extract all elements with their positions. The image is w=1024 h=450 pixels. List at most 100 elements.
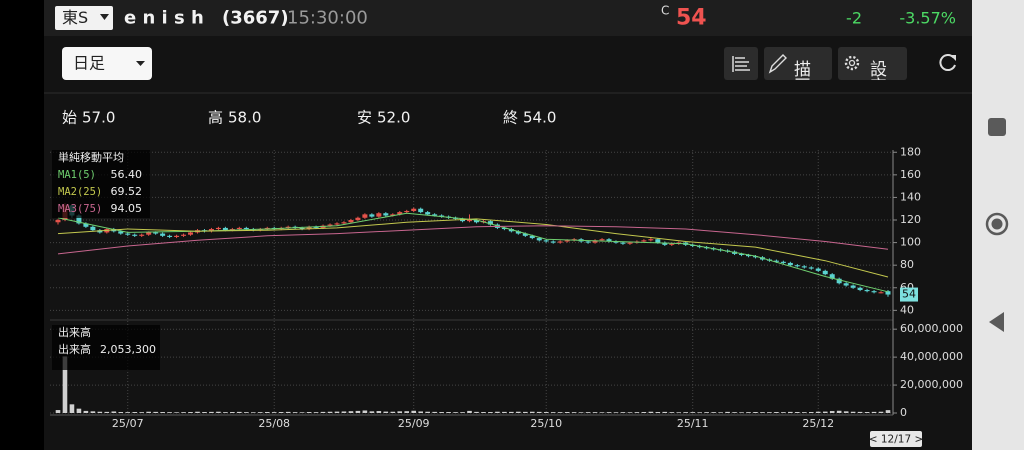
candle-body bbox=[794, 265, 800, 267]
candle-body bbox=[222, 227, 228, 231]
candle-body bbox=[627, 242, 633, 244]
volume-bar bbox=[327, 411, 333, 413]
candle-body bbox=[739, 253, 745, 256]
volume-bar bbox=[278, 412, 284, 413]
volume-bar bbox=[774, 412, 779, 413]
volume-bar bbox=[557, 412, 563, 413]
period-select[interactable] bbox=[62, 47, 152, 80]
candle-body bbox=[229, 229, 235, 231]
candle-body bbox=[208, 229, 214, 232]
candle-body bbox=[522, 233, 528, 236]
volume-bar bbox=[690, 412, 696, 413]
candle-body bbox=[648, 239, 654, 241]
candle-body bbox=[850, 285, 856, 288]
volume-bar bbox=[397, 411, 403, 413]
candle-body bbox=[376, 213, 382, 217]
candle-body bbox=[815, 268, 821, 271]
volume-bar bbox=[850, 411, 856, 413]
volume-bar bbox=[118, 412, 124, 413]
candle-body bbox=[243, 227, 249, 230]
candle-body bbox=[836, 278, 842, 284]
candle-body bbox=[801, 266, 807, 268]
home-button[interactable] bbox=[985, 212, 1009, 236]
recents-button[interactable] bbox=[988, 118, 1006, 136]
volume-bar bbox=[125, 412, 131, 413]
volume-bar bbox=[271, 412, 277, 413]
candle-body bbox=[557, 241, 563, 243]
candle-body bbox=[439, 215, 445, 217]
volume-bar bbox=[425, 411, 430, 413]
volume-bar bbox=[160, 412, 165, 413]
refresh-icon[interactable] bbox=[939, 54, 956, 71]
app-body bbox=[44, 0, 972, 450]
gear-icon-center bbox=[848, 59, 856, 67]
ma-legend-name: MA2(25) bbox=[58, 186, 102, 198]
list-button[interactable] bbox=[724, 47, 758, 80]
market-select[interactable] bbox=[55, 6, 113, 30]
volume-bar bbox=[655, 412, 661, 413]
candle-body bbox=[390, 214, 396, 216]
ohlc-value: 54.0 bbox=[523, 109, 556, 127]
candle-body bbox=[843, 283, 849, 286]
home-dot bbox=[991, 218, 1003, 230]
volume-bar bbox=[509, 411, 514, 413]
dropdown-arrow bbox=[136, 61, 145, 66]
volume-bar bbox=[257, 412, 263, 413]
candle-body bbox=[355, 217, 361, 221]
candle-body bbox=[132, 234, 138, 236]
candle-body bbox=[885, 291, 891, 295]
candle-body bbox=[348, 220, 354, 223]
candle-body bbox=[857, 287, 863, 291]
candle-body bbox=[669, 243, 675, 245]
stock-code: (3667) bbox=[222, 8, 289, 29]
volume-bar bbox=[285, 411, 291, 413]
volume-bar bbox=[383, 411, 389, 413]
candle-body bbox=[871, 291, 877, 293]
header-bar bbox=[44, 0, 972, 36]
candle-body bbox=[139, 234, 145, 236]
ohlc-value: 58.0 bbox=[228, 109, 261, 127]
volume-bar bbox=[725, 411, 730, 413]
volume-bar bbox=[836, 410, 842, 413]
back-button[interactable] bbox=[989, 312, 1004, 332]
candle-body bbox=[592, 240, 598, 243]
draw-button[interactable] bbox=[764, 47, 832, 80]
volume-bar bbox=[83, 410, 89, 413]
settings-button[interactable] bbox=[838, 47, 907, 80]
volume-bar bbox=[244, 412, 249, 413]
candle-body bbox=[620, 242, 626, 244]
volume-bar bbox=[299, 412, 305, 413]
x-tick-label: 25/12 bbox=[802, 417, 834, 430]
ohlc-label: 安 bbox=[357, 109, 372, 127]
volume-bar bbox=[355, 410, 361, 413]
candle-body bbox=[153, 232, 159, 234]
candle-body bbox=[432, 214, 438, 216]
volume-bar bbox=[808, 412, 814, 413]
volume-bar bbox=[550, 412, 556, 413]
candle-body bbox=[822, 270, 828, 275]
volume-bar bbox=[683, 412, 689, 413]
gear-icon bbox=[844, 55, 860, 71]
candle-body bbox=[418, 208, 424, 213]
candle-body bbox=[752, 256, 758, 258]
candle-body bbox=[341, 222, 347, 224]
candle-body bbox=[550, 241, 556, 243]
y-tick-label: 180 bbox=[900, 145, 921, 158]
volume-legend-value: 2,053,300 bbox=[100, 343, 156, 356]
candle-body bbox=[501, 227, 507, 230]
x-tick-label: 25/09 bbox=[398, 417, 430, 430]
volume-bar bbox=[237, 411, 242, 413]
change-percent: -3.57% bbox=[899, 9, 956, 28]
volume-legend-box bbox=[52, 325, 160, 370]
volume-bar bbox=[313, 412, 319, 413]
candle-body bbox=[515, 231, 521, 234]
volume-bar bbox=[390, 411, 396, 413]
candle-body bbox=[327, 224, 333, 226]
time: 15:30:00 bbox=[287, 8, 368, 29]
volume-bar bbox=[153, 411, 158, 413]
volume-bar bbox=[592, 412, 598, 413]
volume-bar bbox=[90, 411, 96, 413]
candle-body bbox=[773, 260, 779, 262]
y-tick-label: 60,000,000 bbox=[900, 322, 963, 335]
